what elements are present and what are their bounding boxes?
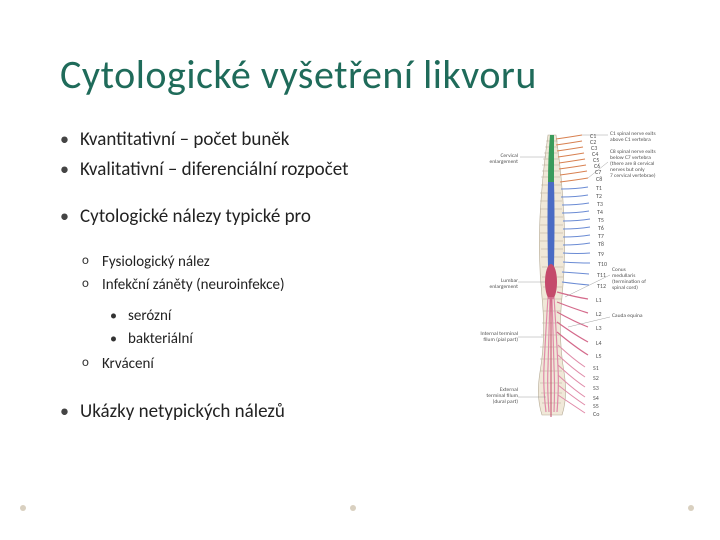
- bullet-group-2: Cytologické nálezy typické pro: [60, 204, 458, 230]
- sub-bullet-item: Krvácení: [60, 354, 458, 375]
- decor-dot-icon: [688, 505, 694, 511]
- vlabel: T12: [597, 283, 606, 289]
- sub-bullet-item: Infekční záněty (neuroinfekce): [60, 275, 458, 296]
- bullet-item: Ukázky netypických nálezů: [60, 399, 458, 425]
- vlabel: T4: [597, 209, 603, 215]
- content-row: Kvantitativní – počet buněk Kvalitativní…: [60, 127, 680, 447]
- annot: (dural part): [478, 399, 518, 405]
- sub-bullet-item: Fysiologický nález: [60, 252, 458, 273]
- annot: enlargement: [474, 159, 518, 165]
- vlabel: T5: [598, 217, 604, 223]
- vlabel: S4: [593, 395, 599, 401]
- annot: spinal cord): [612, 285, 638, 291]
- spine-svg: [470, 127, 680, 427]
- vlabel: L2: [596, 311, 602, 317]
- decor-dot-icon: [350, 505, 356, 511]
- sub-bullet-group-2: Krvácení: [60, 354, 458, 375]
- vlabel: S2: [593, 375, 599, 381]
- vlabel: L1: [596, 297, 602, 303]
- vlabel: L5: [596, 353, 602, 359]
- vlabel: T1: [596, 185, 602, 191]
- vlabel: L4: [596, 340, 602, 346]
- decor-dot-icon: [20, 505, 26, 511]
- annot: enlargement: [474, 284, 518, 290]
- vlabel: T8: [598, 241, 604, 247]
- vlabel: S1: [593, 365, 599, 371]
- lumbar-enlargement: [545, 264, 557, 300]
- annot: Cauda equina: [612, 313, 643, 319]
- subsub-bullet-group: serózní bakteriální: [60, 306, 458, 350]
- vlabel: T2: [596, 193, 602, 199]
- bullet-group-1: Kvantitativní – počet buněk Kvalitativní…: [60, 127, 458, 182]
- annot: above C1 vertebra: [610, 137, 651, 143]
- vlabel: L3: [596, 325, 602, 331]
- bullet-item: Kvalitativní – diferenciální rozpočet: [60, 157, 458, 183]
- vlabel: T11: [597, 272, 606, 278]
- vlabel: T7: [598, 233, 604, 239]
- annot: 7 cervical vertebrae): [610, 173, 656, 179]
- vlabel: S5: [593, 403, 599, 409]
- subsub-bullet-item: serózní: [60, 306, 458, 327]
- vlabel: Co: [593, 411, 599, 417]
- vlabel: S3: [593, 385, 599, 391]
- vlabel: T6: [598, 225, 604, 231]
- bullet-item: Kvantitativní – počet buněk: [60, 127, 458, 153]
- subsub-bullet-item: bakteriální: [60, 329, 458, 350]
- vlabel: T10: [598, 261, 607, 267]
- annot: filum (pial part): [472, 337, 518, 343]
- bullet-item: Cytologické nálezy typické pro: [60, 204, 458, 230]
- vlabel: T9: [598, 251, 604, 257]
- nerve-roots-thoracic: [561, 187, 590, 285]
- page-title: Cytologické vyšetření likvoru: [60, 50, 680, 99]
- sub-bullet-group: Fysiologický nález Infekční záněty (neur…: [60, 252, 458, 296]
- vlabel: C8: [596, 176, 602, 182]
- text-column: Kvantitativní – počet buněk Kvalitativní…: [60, 127, 458, 447]
- nerve-roots-right: [556, 135, 588, 182]
- bullet-group-3: Ukázky netypických nálezů: [60, 399, 458, 425]
- spine-diagram: C1 C2 C3 C4 C5 C6 C7 C8 T1 T2 T3 T4 T5 T…: [470, 127, 680, 427]
- cord-thoracic: [548, 182, 555, 267]
- vlabel: T3: [597, 201, 603, 207]
